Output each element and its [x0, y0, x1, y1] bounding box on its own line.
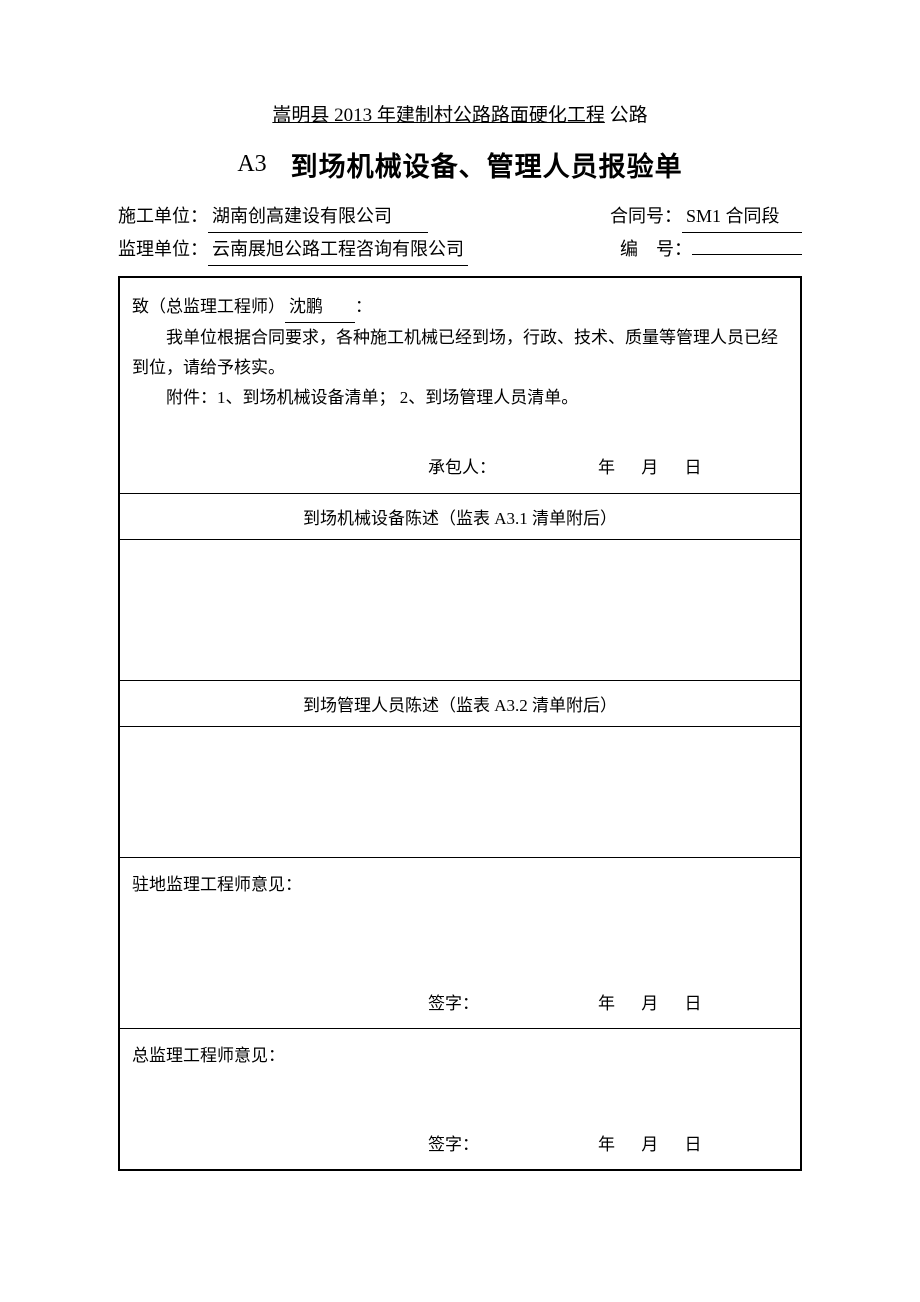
spacer [132, 989, 428, 1014]
attachment-line: 附件：1、到场机械设备清单； 2、到场管理人员清单。 [132, 383, 788, 413]
chief-engineer-block: 总监理工程师意见： 签字： 年 月 日 [120, 1029, 800, 1169]
day-label: 日 [685, 989, 702, 1014]
section-request: 致（总监理工程师）沈鹏： 我单位根据合同要求，各种施工机械已经到场，行政、技术、… [120, 278, 800, 494]
contract-no-value: SM1 合同段 [682, 200, 802, 233]
paragraph-1: 我单位根据合同要求，各种施工机械已经到场，行政、技术、质量等管理人员已经到位，请… [132, 323, 788, 383]
to-value: 沈鹏 [285, 292, 355, 323]
month-label: 月 [641, 453, 658, 483]
to-line: 致（总监理工程师）沈鹏： [132, 292, 788, 323]
serial-no-label: 编 号： [620, 239, 692, 259]
info-row-2: 监理单位：云南展旭公路工程咨询有限公司 编 号： [118, 233, 802, 266]
to-colon: ： [355, 297, 372, 316]
project-header: 嵩明县 2013 年建制村公路路面硬化工程 公路 [118, 100, 802, 127]
supervision-unit: 监理单位：云南展旭公路工程咨询有限公司 [118, 233, 468, 266]
site-engineer-label: 驻地监理工程师意见： [120, 858, 800, 895]
section-chief-engineer: 总监理工程师意见： 签字： 年 月 日 [120, 1029, 800, 1169]
main-box: 致（总监理工程师）沈鹏： 我单位根据合同要求，各种施工机械已经到场，行政、技术、… [118, 276, 802, 1171]
supervision-unit-value: 云南展旭公路工程咨询有限公司 [208, 233, 468, 266]
year-label: 年 [598, 1130, 615, 1155]
spacer [132, 453, 428, 483]
chief-engineer-sign-row: 签字： 年 月 日 [120, 1130, 800, 1165]
title-row: A3 到场机械设备、管理人员报验单 [118, 145, 802, 184]
chief-engineer-date: 年 月 日 [598, 1130, 788, 1155]
supervision-unit-label: 监理单位： [118, 239, 208, 259]
contract-no-label: 合同号： [610, 206, 682, 226]
section-equipment: 到场机械设备陈述（监表 A3.1 清单附后） [120, 494, 800, 681]
day-label: 日 [685, 453, 702, 483]
chief-engineer-label: 总监理工程师意见： [120, 1029, 800, 1066]
section-site-engineer: 驻地监理工程师意见： 签字： 年 月 日 [120, 858, 800, 1029]
contract-no: 合同号：SM1 合同段 [610, 200, 802, 233]
year-label: 年 [598, 989, 615, 1014]
section-request-inner: 致（总监理工程师）沈鹏： 我单位根据合同要求，各种施工机械已经到场，行政、技术、… [120, 278, 800, 493]
site-engineer-sign-row: 签字： 年 月 日 [120, 989, 800, 1024]
year-label: 年 [598, 453, 615, 483]
section-equipment-title: 到场机械设备陈述（监表 A3.1 清单附后） [120, 494, 800, 540]
section-personnel-title: 到场管理人员陈述（监表 A3.2 清单附后） [120, 681, 800, 727]
site-engineer-sign-label: 签字： [428, 989, 598, 1014]
to-label: 致（总监理工程师） [132, 297, 285, 316]
form-code: A3 [237, 151, 266, 178]
month-label: 月 [641, 989, 658, 1014]
page: 嵩明县 2013 年建制村公路路面硬化工程 公路 A3 到场机械设备、管理人员报… [0, 0, 920, 1302]
construction-unit: 施工单位：湖南创高建设有限公司 [118, 200, 428, 233]
contractor-label: 承包人： [428, 453, 598, 483]
contractor-date: 年 月 日 [598, 453, 788, 483]
info-row-1: 施工单位：湖南创高建设有限公司 合同号：SM1 合同段 [118, 200, 802, 233]
project-name-underlined: 嵩明县 2013 年建制村公路路面硬化工程 [272, 105, 605, 126]
section-equipment-body [120, 540, 800, 680]
project-suffix: 公路 [605, 105, 648, 126]
serial-no-value [692, 254, 802, 255]
day-label: 日 [685, 1130, 702, 1155]
form-title: 到场机械设备、管理人员报验单 [291, 145, 683, 184]
site-engineer-date: 年 月 日 [598, 989, 788, 1014]
chief-engineer-sign-label: 签字： [428, 1130, 598, 1155]
spacer [132, 1130, 428, 1155]
construction-unit-value: 湖南创高建设有限公司 [208, 200, 428, 233]
section-personnel-body [120, 727, 800, 857]
month-label: 月 [641, 1130, 658, 1155]
section-personnel: 到场管理人员陈述（监表 A3.2 清单附后） [120, 681, 800, 858]
serial-no: 编 号： [620, 233, 802, 266]
contractor-sign-line: 承包人： 年 月 日 [132, 453, 788, 483]
construction-unit-label: 施工单位： [118, 206, 208, 226]
site-engineer-block: 驻地监理工程师意见： 签字： 年 月 日 [120, 858, 800, 1028]
